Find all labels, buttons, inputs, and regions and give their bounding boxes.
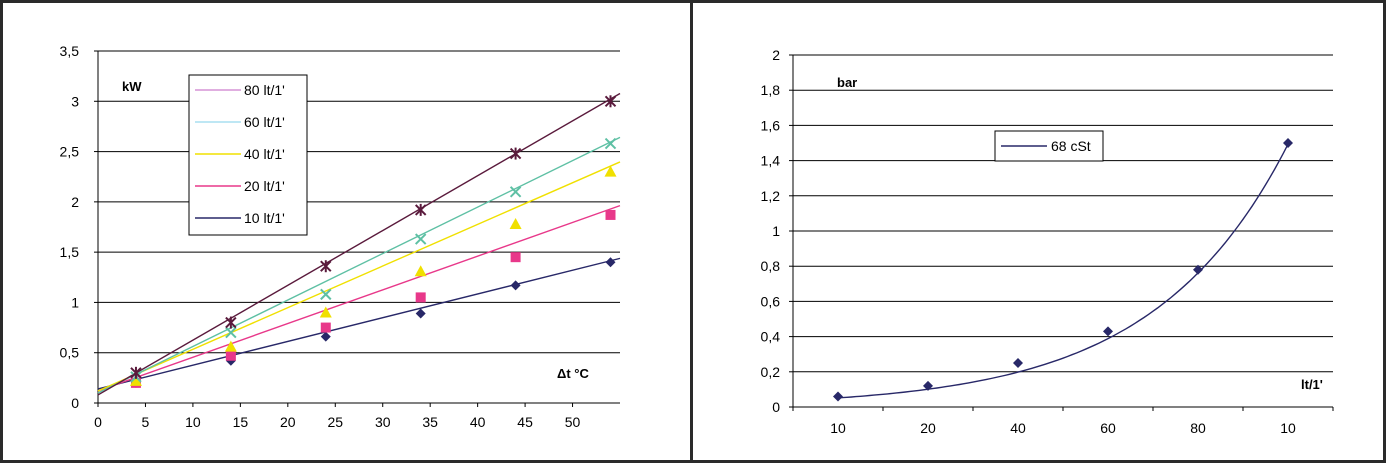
data-point [1193,264,1203,275]
x-tick-label: 20 [280,414,296,430]
data-point [225,326,237,339]
x-tick-label: 10 [1280,420,1296,436]
data-point [510,252,521,263]
x-tick-label: 30 [375,414,391,430]
data-point [509,147,522,160]
x-tick-label: 45 [517,414,533,430]
y-tick-label: 0,8 [761,258,781,274]
data-point [605,257,616,268]
x-tick-label: 20 [920,420,936,436]
data-point [414,233,427,245]
legend-label: 20 lt/1' [244,178,285,194]
series-line [97,257,621,390]
y-tick-label: 1,5 [60,244,80,260]
legend-label: 60 lt/1' [244,114,285,130]
data-point [225,350,236,361]
legend-label: 80 lt/1' [244,82,285,98]
x-axis-label: Δt °C [557,366,589,381]
pressure-chart: 0 0,2 0,4 0,6 0,8 1 1,2 1,4 1,6 1,8 2 10 20 40 60 80 10 b… [761,47,1334,436]
y-tick-label: 1,4 [761,153,781,169]
data-point [320,288,332,301]
data-point [510,280,521,291]
x-tick-label: 60 [1100,420,1116,436]
y-tick-label: 1 [772,223,780,239]
data-point [604,165,617,177]
series-line [97,92,621,396]
y-tick-label: 3,5 [60,43,80,59]
y-tick-label: 0 [772,399,780,415]
x-tick-label: 35 [422,414,438,430]
y-tick-label: 1 [71,294,79,310]
data-point [320,331,331,342]
data-point [320,322,331,333]
data-point [414,203,427,216]
x-tick-label: 0 [94,414,102,430]
data-point [415,308,426,319]
data-point [604,95,617,108]
data-point [509,186,522,198]
y-tick-label: 1,6 [761,117,781,133]
x-tick-label: 40 [470,414,486,430]
y-tick-label: 0 [71,395,79,411]
y-tick-label: 0,2 [761,364,781,380]
data-point [1103,326,1113,337]
legend-label: 68 cSt [1051,138,1091,154]
x-tick-label: 10 [185,414,201,430]
y-axis-label: kW [122,79,142,94]
x-tick-label: 80 [1190,420,1206,436]
chart-panel-power: 0 0,5 1 1,5 2 2,5 3 3,5 0 5 10 15 20 25 30 35 40 45 50 kW Δt… [0,0,693,463]
y-axis-label: bar [837,75,857,90]
data-point [604,137,617,150]
x-tick-label: 40 [1010,420,1026,436]
data-point [1013,358,1023,368]
y-tick-label: 0,4 [761,329,781,345]
data-point [129,374,142,386]
y-tick-label: 3 [71,93,79,109]
y-tick-label: 2 [772,47,780,63]
y-tick-label: 1,2 [761,188,781,204]
data-point [130,366,142,379]
data-point [833,391,843,402]
data-point [605,209,616,220]
legend-label: 10 lt/1' [244,210,285,226]
power-chart: 0 0,5 1 1,5 2 2,5 3 3,5 0 5 10 15 20 25 30 35 40 45 50 kW Δt… [60,43,621,430]
data-point [415,292,426,303]
data-point [414,265,427,277]
series-line [97,204,621,392]
y-tick-label: 0,6 [761,293,781,309]
x-tick-label: 25 [327,414,343,430]
x-tick-label: 15 [233,414,249,430]
y-tick-label: 1,8 [761,82,781,98]
data-point [320,260,332,273]
data-point [1283,138,1293,148]
data-point [319,306,332,318]
chart-panel-pressure: 0 0,2 0,4 0,6 0,8 1 1,2 1,4 1,6 1,8 2 10 20 40 60 80 10 b… [690,0,1386,463]
y-tick-label: 2 [71,194,79,210]
legend-label: 40 lt/1' [244,146,285,162]
y-tick-label: 0,5 [60,345,80,361]
series-line [97,136,621,394]
data-point [923,380,933,391]
x-tick-label: 5 [142,414,150,430]
data-point [224,340,237,352]
series-line [97,161,621,392]
data-point [225,316,237,329]
y-tick-label: 2,5 [60,144,80,160]
data-point [509,217,522,229]
x-axis-label: lt/1' [1301,377,1323,392]
x-tick-label: 50 [565,414,581,430]
series-line [837,143,1289,399]
legend [188,74,308,236]
x-tick-label: 10 [830,420,846,436]
